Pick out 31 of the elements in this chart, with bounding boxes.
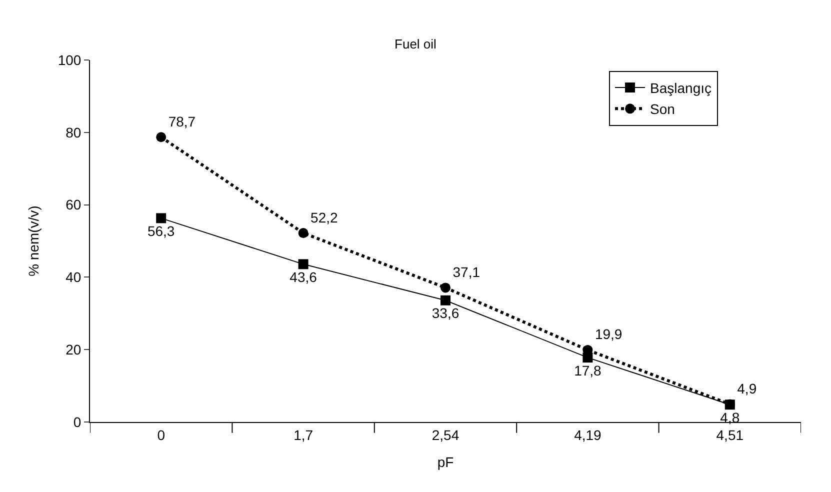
- x-axis-title: pF: [437, 454, 454, 470]
- data-label: 4,9: [737, 380, 757, 397]
- x-tick-label: 4,51: [716, 426, 744, 443]
- data-label: 33,6: [432, 305, 460, 322]
- point: [440, 295, 450, 306]
- x-tick-label: 2,54: [432, 426, 460, 443]
- data-label: 19,9: [594, 326, 622, 342]
- x-tick-label: 1,7: [294, 426, 314, 443]
- chart-title: Fuel oil: [394, 36, 437, 52]
- data-label: 56,3: [147, 222, 175, 239]
- data-label: 37,1: [452, 264, 480, 280]
- x-tick-label: 4,19: [574, 426, 602, 443]
- legend-label: Başlangıç: [650, 80, 712, 96]
- y-axis-title: % nem(v/v): [25, 206, 42, 276]
- data-label: 43,6: [290, 268, 318, 285]
- data-label: 17,8: [574, 362, 602, 378]
- y-tick-label: 80: [66, 124, 82, 140]
- point: [156, 132, 166, 142]
- point: [298, 259, 308, 270]
- x-tick-label: 0: [157, 426, 166, 443]
- point: [156, 213, 166, 224]
- legend-label: Son: [650, 101, 675, 118]
- data-label: 78,7: [168, 113, 196, 130]
- y-tick-label: 100: [58, 52, 82, 68]
- point: [440, 282, 450, 293]
- y-tick-label: 40: [66, 269, 82, 286]
- y-tick-label: 20: [66, 342, 82, 358]
- point: [298, 228, 308, 238]
- data-label: 52,2: [310, 209, 338, 226]
- y-tick-label: 60: [66, 196, 82, 213]
- y-tick-label: 0: [73, 414, 82, 430]
